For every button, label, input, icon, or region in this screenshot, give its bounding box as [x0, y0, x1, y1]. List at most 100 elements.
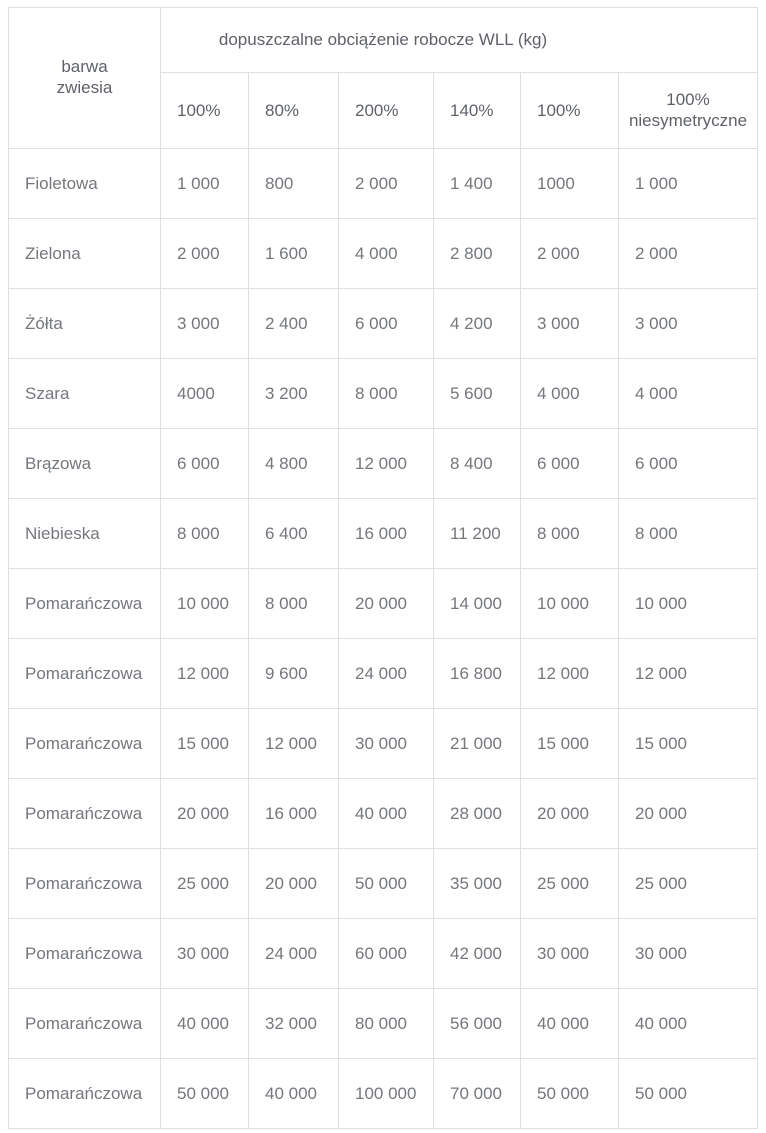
wll-value-cell: 100 000: [338, 1058, 434, 1129]
row-color-label: Szara: [8, 358, 161, 429]
wll-value-cell: 1000: [520, 148, 619, 219]
wll-value-cell: 50 000: [160, 1058, 249, 1129]
wll-value-cell: 20 000: [618, 778, 758, 849]
wll-value-cell: 3 200: [248, 358, 339, 429]
row-color-label: Zielona: [8, 218, 161, 289]
wll-value-cell: 70 000: [433, 1058, 521, 1129]
header-row-title: barwa zwiesia dopuszczalne obciążenie ro…: [8, 7, 758, 149]
wll-value-cell: 35 000: [433, 848, 521, 919]
wll-value-cell: 12 000: [160, 638, 249, 709]
wll-value-cell: 2 800: [433, 218, 521, 289]
wll-value-cell: 15 000: [618, 708, 758, 779]
table-row: Zielona 2 000 1 600 4 000 2 800 2 000 2 000: [8, 218, 758, 289]
wll-value-cell: 2 000: [338, 148, 434, 219]
wll-value-cell: 9 600: [248, 638, 339, 709]
wll-value-cell: 5 600: [433, 358, 521, 429]
table-row: Niebieska 8 000 6 400 16 000 11 200 8 000 8 00…: [8, 498, 758, 569]
row-color-label: Pomarańczowa: [8, 708, 161, 779]
wll-value-cell: 8 400: [433, 428, 521, 499]
wll-value-cell: 14 000: [433, 568, 521, 639]
wll-value-cell: 40 000: [248, 1058, 339, 1129]
wll-value-cell: 10 000: [160, 568, 249, 639]
table-body: Fioletowa 1 000 800 2 000 1 400 1000 1 000 Ziel…: [8, 148, 758, 1129]
wll-value-cell: 8 000: [248, 568, 339, 639]
wll-value-cell: 4 800: [248, 428, 339, 499]
wll-value-cell: 80 000: [338, 988, 434, 1059]
col-header-100pct: 100%: [160, 72, 249, 149]
wll-value-cell: 56 000: [433, 988, 521, 1059]
table-row: Pomarańczowa 40 000 32 000 80 000 56 000 40 0…: [8, 988, 758, 1059]
wll-value-cell: 40 000: [520, 988, 619, 1059]
table-row: Pomarańczowa 10 000 8 000 20 000 14 000 10 00…: [8, 568, 758, 639]
wll-load-table: barwa zwiesia dopuszczalne obciążenie ro…: [8, 7, 758, 1129]
row-color-label: Brązowa: [8, 428, 161, 499]
table-row: Szara 4000 3 200 8 000 5 600 4 000 4 000: [8, 358, 758, 429]
wll-value-cell: 11 200: [433, 498, 521, 569]
wll-value-cell: 1 600: [248, 218, 339, 289]
wll-value-cell: 4 000: [618, 358, 758, 429]
col-header-80pct: 80%: [248, 72, 339, 149]
wll-value-cell: 3 000: [618, 288, 758, 359]
col-header-100pct-2: 100%: [520, 72, 619, 149]
wll-value-cell: 12 000: [618, 638, 758, 709]
wll-value-cell: 20 000: [520, 778, 619, 849]
wll-value-cell: 30 000: [160, 918, 249, 989]
wll-value-cell: 42 000: [433, 918, 521, 989]
wll-value-cell: 6 000: [520, 428, 619, 499]
col-header-100pct-niesymetryczne: 100% niesymetryczne: [618, 72, 758, 149]
wll-value-cell: 8 000: [160, 498, 249, 569]
col-header-140pct: 140%: [433, 72, 521, 149]
row-color-label: Pomarańczowa: [8, 918, 161, 989]
wll-value-cell: 50 000: [618, 1058, 758, 1129]
wll-value-cell: 12 000: [520, 638, 619, 709]
wll-value-cell: 16 000: [338, 498, 434, 569]
table-row: Brązowa 6 000 4 800 12 000 8 400 6 000 6 000: [8, 428, 758, 499]
wll-value-cell: 20 000: [248, 848, 339, 919]
row-color-label: Niebieska: [8, 498, 161, 569]
wll-value-cell: 40 000: [338, 778, 434, 849]
table-row: Pomarańczowa 50 000 40 000 100 000 70 000 50 …: [8, 1058, 758, 1129]
table-row: Żółta 3 000 2 400 6 000 4 200 3 000 3 000: [8, 288, 758, 359]
wll-value-cell: 1 400: [433, 148, 521, 219]
row-color-label: Żółta: [8, 288, 161, 359]
wll-value-cell: 24 000: [248, 918, 339, 989]
wll-value-cell: 50 000: [520, 1058, 619, 1129]
wll-value-cell: 3 000: [520, 288, 619, 359]
wll-value-cell: 25 000: [160, 848, 249, 919]
wll-value-cell: 800: [248, 148, 339, 219]
row-color-label: Pomarańczowa: [8, 568, 161, 639]
wll-value-cell: 2 000: [160, 218, 249, 289]
row-color-label: Pomarańczowa: [8, 638, 161, 709]
wll-value-cell: 28 000: [433, 778, 521, 849]
wll-value-cell: 6 000: [338, 288, 434, 359]
wll-value-cell: 20 000: [160, 778, 249, 849]
wll-value-cell: 10 000: [618, 568, 758, 639]
row-color-label: Pomarańczowa: [8, 848, 161, 919]
wll-value-cell: 15 000: [520, 708, 619, 779]
table-row: Pomarańczowa 30 000 24 000 60 000 42 000 30 0…: [8, 918, 758, 989]
wll-value-cell: 40 000: [618, 988, 758, 1059]
table-row: Fioletowa 1 000 800 2 000 1 400 1000 1 000: [8, 148, 758, 219]
table-row: Pomarańczowa 12 000 9 600 24 000 16 800 12 00…: [8, 638, 758, 709]
wll-value-cell: 8 000: [338, 358, 434, 429]
wll-value-cell: 30 000: [618, 918, 758, 989]
wll-value-cell: 6 000: [160, 428, 249, 499]
wll-value-cell: 21 000: [433, 708, 521, 779]
wll-value-cell: 12 000: [248, 708, 339, 779]
wll-value-cell: 20 000: [338, 568, 434, 639]
wll-value-cell: 10 000: [520, 568, 619, 639]
row-header-barwa-zwiesia: barwa zwiesia: [8, 7, 161, 149]
wll-value-cell: 2 000: [520, 218, 619, 289]
table-header: barwa zwiesia dopuszczalne obciążenie ro…: [8, 7, 758, 149]
wll-value-cell: 8 000: [618, 498, 758, 569]
wll-value-cell: 1 000: [618, 148, 758, 219]
wll-value-cell: 2 000: [618, 218, 758, 289]
wll-value-cell: 30 000: [338, 708, 434, 779]
wll-value-cell: 1 000: [160, 148, 249, 219]
wll-value-cell: 32 000: [248, 988, 339, 1059]
wll-value-cell: 40 000: [160, 988, 249, 1059]
row-color-label: Fioletowa: [8, 148, 161, 219]
wll-value-cell: 60 000: [338, 918, 434, 989]
row-color-label: Pomarańczowa: [8, 778, 161, 849]
table-title-wll: dopuszczalne obciążenie robocze WLL (kg): [160, 7, 758, 73]
